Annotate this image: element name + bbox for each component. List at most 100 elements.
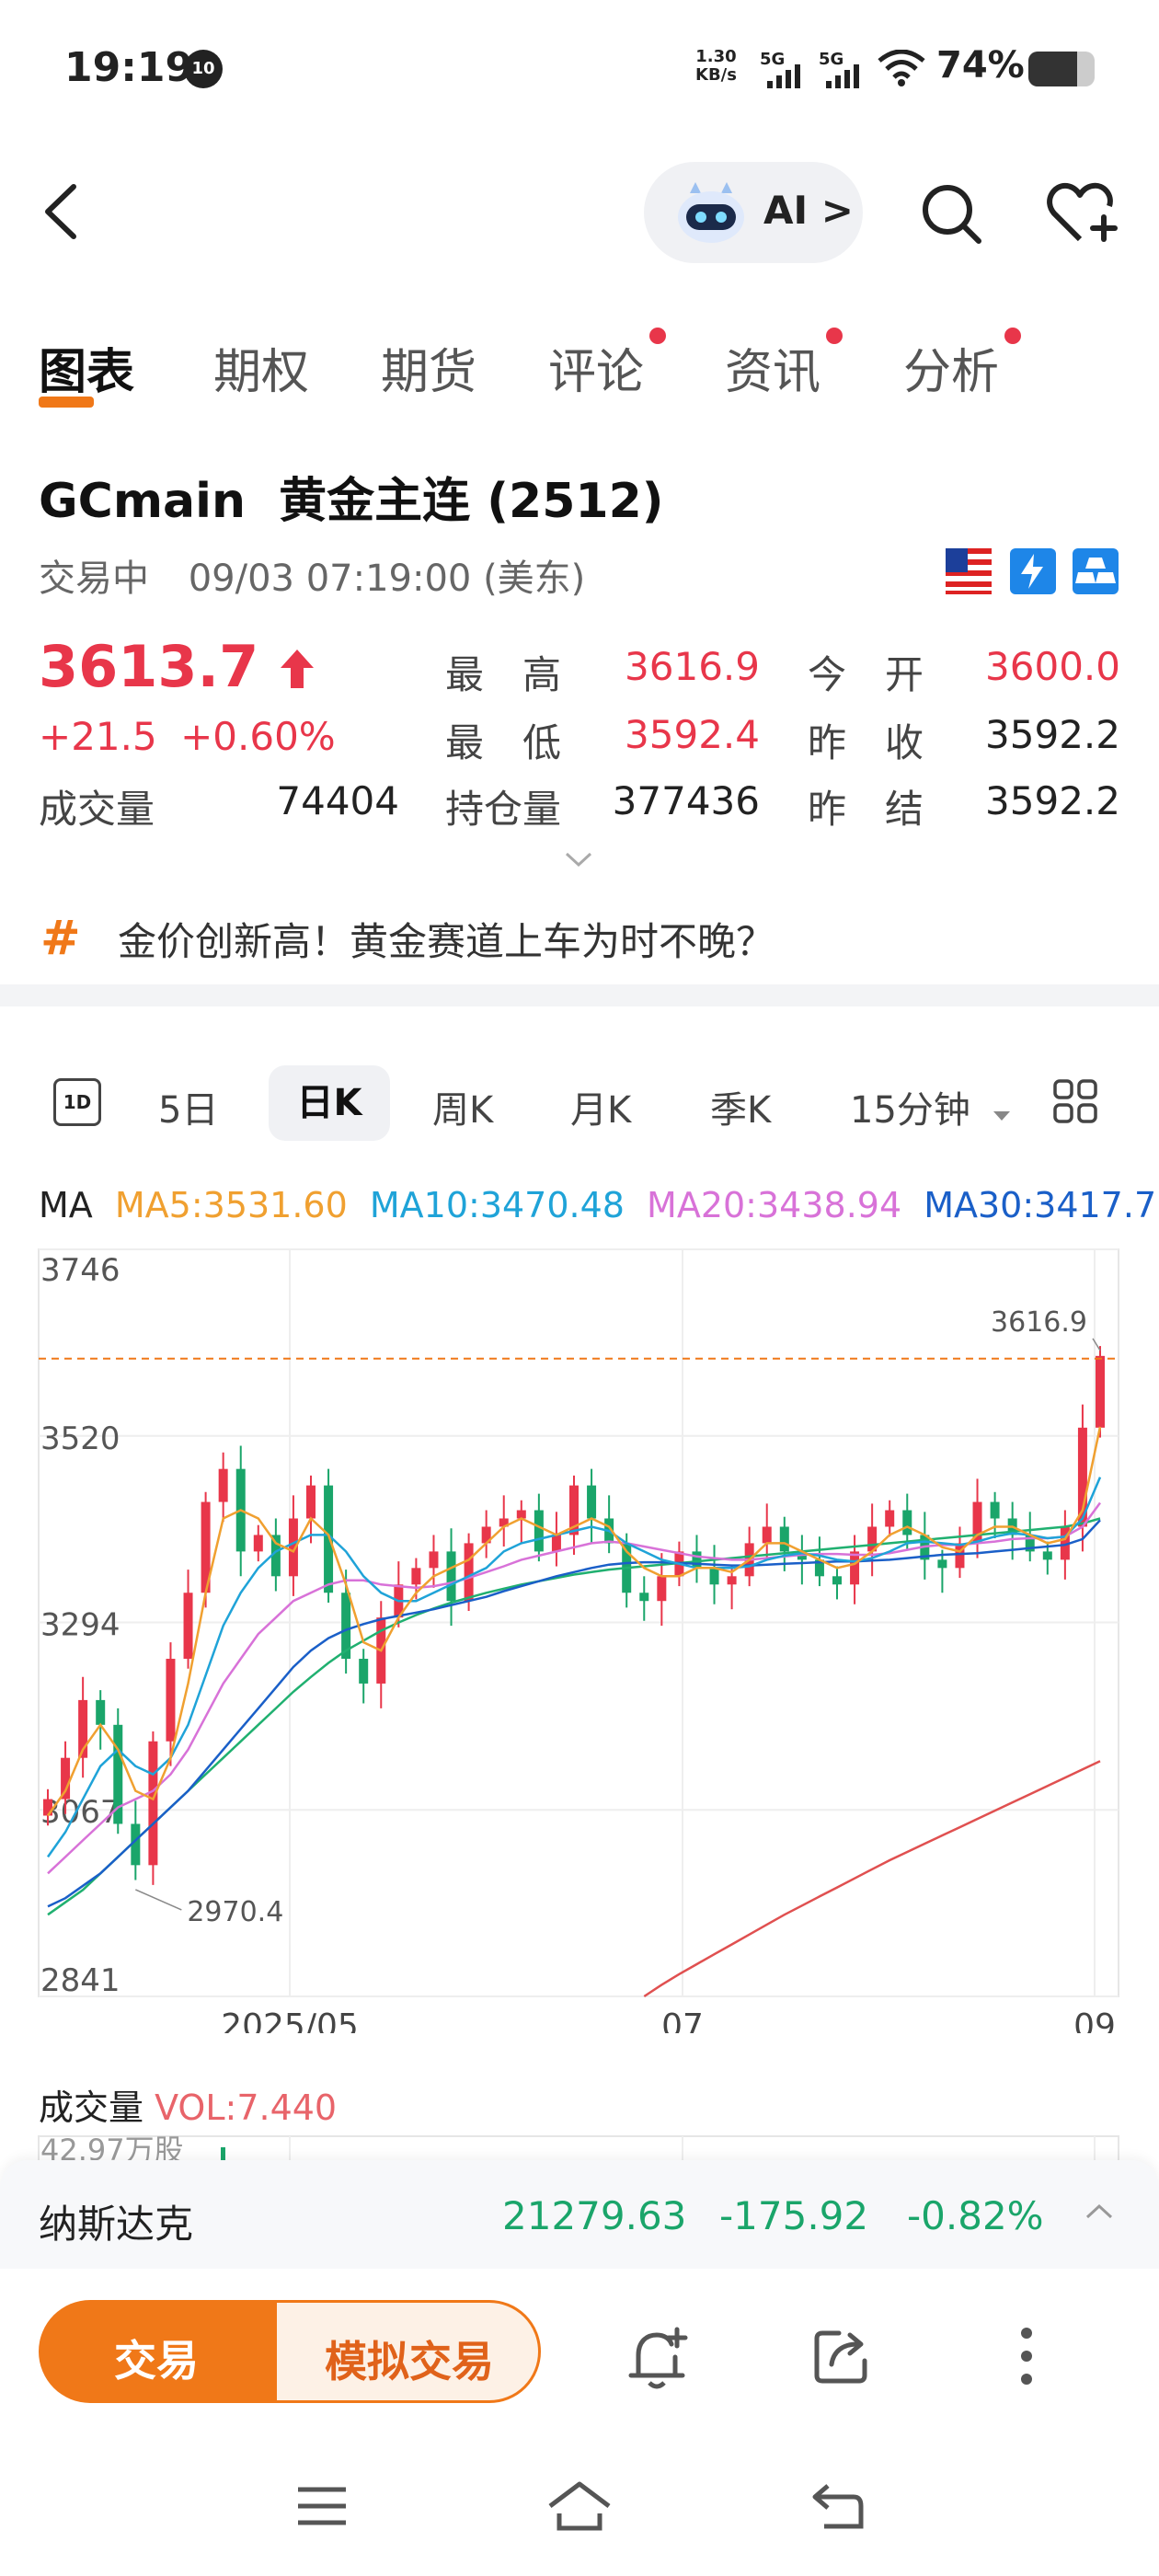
candle-body (1025, 1535, 1035, 1552)
candle-body (61, 1757, 71, 1800)
news-headline[interactable]: 金价创新高！黄金赛道上车为时不晚？ (118, 919, 775, 964)
ma120-line (643, 1760, 1101, 1998)
ai-assistant-button[interactable]: AI > (644, 162, 863, 263)
candle-body (709, 1568, 719, 1585)
chevron-down-icon[interactable] (565, 850, 592, 868)
ma5-line (46, 1426, 1102, 1817)
period-daily[interactable]: 日K (269, 1065, 390, 1141)
candle-body (779, 1526, 789, 1552)
volume-title: 成交量 (39, 2087, 144, 2128)
change-value: +21.5 (39, 714, 157, 759)
candle-body (446, 1551, 456, 1602)
back-nav-icon[interactable] (809, 2480, 865, 2532)
instrument-title: GCmain 黄金主连 (2512) (39, 474, 664, 529)
open-interest-value: 377436 (612, 778, 760, 823)
candle-body (814, 1559, 824, 1577)
tab-chart-label: 图表 (39, 345, 135, 400)
candle-body (43, 1799, 52, 1816)
low-label: 最 低 (445, 720, 562, 765)
x-tick-label: 2025/05 (221, 2007, 359, 2033)
candlestick-chart[interactable]: 3746 3520 3294 3067 2841 2025/05 07 09 3616.9 297… (0, 1233, 1159, 2033)
gold-bars-icon (1073, 548, 1119, 594)
period-weekly[interactable]: 周K (432, 1089, 494, 1132)
ai-label: AI > (763, 188, 854, 233)
network-speed: 1.30 KB/s (695, 48, 737, 85)
search-icon[interactable] (918, 180, 984, 247)
ma-label: MA (39, 1185, 93, 1225)
ma-legend: MA MA5:3531.60 MA10:3470.48 MA20:3438.94… (39, 1185, 1159, 1225)
period-monthly[interactable]: 月K (570, 1089, 632, 1132)
back-arrow-icon[interactable] (37, 179, 92, 244)
candle-body (183, 1593, 193, 1660)
candle-body (990, 1501, 1000, 1519)
candle-body (972, 1501, 982, 1544)
candle-body (727, 1576, 737, 1585)
share-icon[interactable] (813, 2326, 872, 2385)
candle-body (587, 1485, 597, 1519)
last-price: 3613.7 (39, 633, 316, 700)
x-tick-label: 09 (1073, 2007, 1116, 2033)
period-quarterly[interactable]: 季K (710, 1089, 772, 1132)
add-favorite-icon[interactable] (1045, 180, 1122, 247)
index-change: -175.92 (719, 2193, 869, 2238)
ma20-line (47, 1501, 1102, 1875)
status-label: 交易中 (39, 558, 149, 600)
tab-comments[interactable]: 评论 (548, 328, 666, 402)
simulated-trade-button[interactable]: 模拟交易 (274, 2300, 541, 2403)
more-options-icon[interactable] (1016, 2326, 1038, 2386)
tab-options-label: 期权 (213, 345, 310, 400)
index-ticker-bar[interactable]: 纳斯达克 21279.63 -175.92 -0.82% (0, 2160, 1159, 2269)
prev-close-label: 昨 收 (808, 720, 924, 765)
candle-body (411, 1568, 421, 1585)
intraday-1d-icon[interactable]: 1D (53, 1078, 101, 1126)
low-value: 3592.4 (625, 712, 760, 757)
candle-body (850, 1551, 860, 1585)
chevron-up-icon[interactable] (1085, 2202, 1113, 2221)
tab-options[interactable]: 期权 (213, 333, 309, 402)
signal-bars-2-icon (826, 64, 859, 88)
tab-news-label: 资讯 (725, 345, 821, 400)
trade-button[interactable]: 交易 (39, 2300, 315, 2403)
candle-body (253, 1535, 263, 1552)
candle-body (131, 1823, 141, 1866)
system-nav-bar (0, 2444, 1159, 2576)
candle-body (692, 1551, 702, 1569)
ma20-value: MA20:3438.94 (647, 1185, 902, 1225)
tab-chart[interactable]: 图表 (39, 333, 135, 408)
price-change: +21.5 +0.60% (39, 714, 336, 759)
volume-label: 成交量 (39, 787, 155, 832)
notification-badge: 10 (184, 50, 223, 88)
y-tick-label: 2841 (40, 1962, 120, 1999)
candle-body (270, 1535, 281, 1577)
status-time: 19:19 (64, 44, 194, 91)
unread-dot (826, 328, 843, 344)
period-15min[interactable]: 15分钟 (850, 1080, 1012, 1133)
candle-body (481, 1526, 491, 1544)
status-bar: 19:19 10 1.30 KB/s 5G 5G 74% (0, 0, 1159, 138)
wifi-icon (878, 50, 925, 86)
candle-body (551, 1535, 561, 1552)
tab-news[interactable]: 资讯 (725, 328, 843, 402)
tab-analysis[interactable]: 分析 (903, 328, 1021, 402)
index-name: 纳斯达克 (39, 2202, 194, 2247)
battery-percent: 74% (936, 44, 1025, 86)
network-speed-value: 1.30 (695, 47, 737, 66)
menu-icon[interactable] (296, 2486, 348, 2526)
volume-indicator: VOL:7.440 (155, 2087, 338, 2128)
period-5day[interactable]: 5日 (158, 1089, 219, 1132)
candle-body (166, 1659, 176, 1742)
signal-1-label: 5G (760, 50, 786, 69)
price-alert-bell-icon[interactable] (627, 2326, 688, 2390)
tab-comments-label: 评论 (548, 345, 645, 400)
candle-body (1042, 1551, 1052, 1560)
ai-robot-icon (678, 182, 744, 243)
prev-settle-value: 3592.2 (985, 778, 1120, 823)
candle-body (762, 1526, 772, 1544)
home-icon[interactable] (546, 2480, 613, 2532)
tab-futures[interactable]: 期货 (381, 333, 476, 402)
index-value: 21279.63 (502, 2193, 687, 2238)
candle-body (96, 1699, 106, 1725)
unread-dot (649, 328, 666, 344)
grid-layout-icon[interactable] (1052, 1078, 1098, 1124)
high-marker-leader (1092, 1338, 1101, 1351)
